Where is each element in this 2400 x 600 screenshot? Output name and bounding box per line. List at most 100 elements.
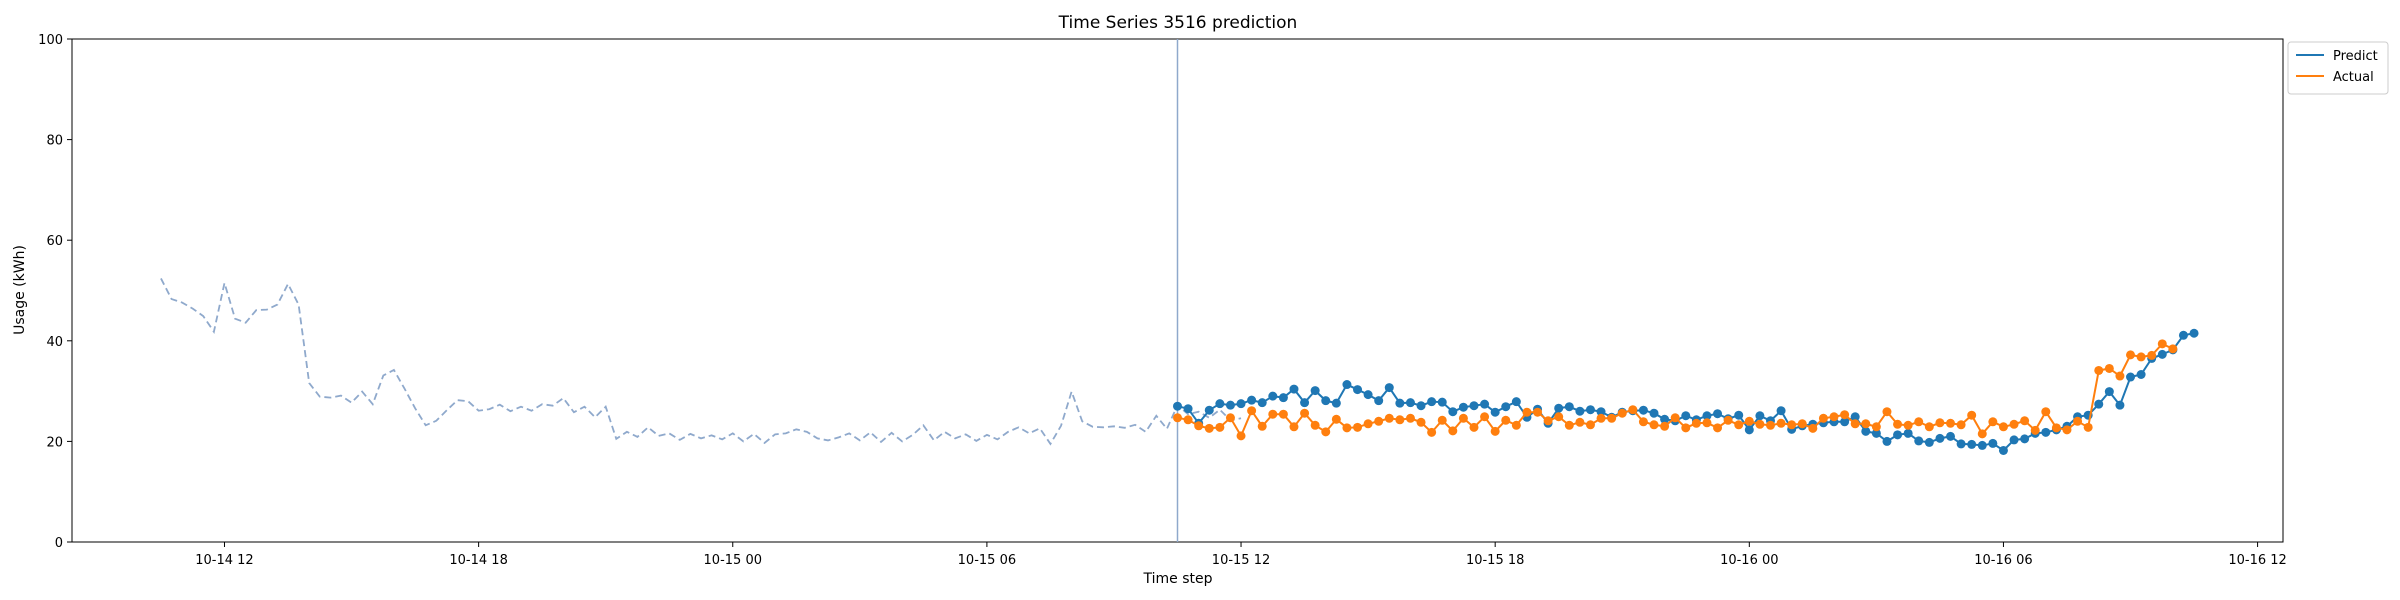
predict-point (2157, 349, 2167, 359)
predict-point (2115, 400, 2125, 410)
predict-point (1331, 398, 1341, 408)
predict-point (2094, 399, 2104, 409)
actual-point (1691, 418, 1701, 428)
predict-point (1204, 405, 1214, 415)
predict-point (1977, 440, 1987, 450)
actual-point (1596, 413, 1606, 423)
actual-point (1882, 407, 1892, 417)
actual-point (2009, 419, 2019, 429)
actual-point (2094, 365, 2104, 375)
actual-point (1490, 426, 1500, 436)
predict-point (1967, 439, 1977, 449)
actual-point (1448, 426, 1458, 436)
actual-point (2030, 425, 2040, 435)
actual-point (2062, 425, 2072, 435)
actual-point (1914, 417, 1924, 427)
predict-point (1173, 401, 1182, 411)
predict-point (1660, 414, 1670, 424)
actual-point (2020, 416, 2030, 426)
predict-point (1310, 386, 1320, 396)
actual-point (1427, 427, 1437, 437)
actual-point (1321, 427, 1331, 437)
predict-point (1215, 399, 1225, 409)
actual-point (1564, 420, 1574, 430)
actual-point (1554, 412, 1564, 422)
actual-point (1194, 421, 1204, 431)
predict-point (1681, 411, 1691, 421)
x-tick-label: 10-14 12 (195, 553, 253, 568)
predict-point (1585, 405, 1595, 415)
actual-point (1310, 420, 1320, 430)
actual-point (1660, 421, 1670, 431)
actual-point (1543, 416, 1553, 426)
x-tick-label: 10-16 06 (1974, 553, 2032, 568)
actual-point (1278, 409, 1288, 419)
actual-point (1734, 420, 1744, 430)
predict-point (1501, 402, 1511, 412)
actual-point (2104, 363, 2114, 373)
actual-point (1268, 409, 1278, 419)
actual-point (1183, 415, 1193, 425)
actual-point (1405, 413, 1415, 423)
predict-point (1363, 390, 1373, 400)
predict-point (2136, 370, 2146, 379)
actual-point (2147, 350, 2157, 360)
actual-point (1458, 413, 1468, 423)
actual-point (1257, 421, 1267, 431)
actual-point (1744, 416, 1754, 426)
actual-point (1437, 415, 1447, 425)
y-axis-label: Usage (kWh) (12, 245, 28, 335)
actual-point (1681, 423, 1691, 433)
actual-point (1818, 413, 1828, 423)
actual-point (1808, 423, 1818, 433)
predict-point (1458, 402, 1468, 412)
actual-point (1967, 410, 1977, 420)
predict-point (1744, 425, 1754, 435)
predict-point (1734, 410, 1744, 420)
predict-point (1427, 397, 1437, 407)
actual-point (1935, 418, 1945, 428)
x-tick-label: 10-16 00 (1720, 553, 1778, 568)
predict-point (1395, 398, 1405, 408)
predict-point (1480, 399, 1490, 409)
predict-point (1268, 391, 1278, 401)
y-tick-label: 60 (46, 234, 63, 249)
legend-label: Predict (2333, 49, 2378, 64)
predict-point (1257, 398, 1267, 408)
y-tick-label: 40 (46, 335, 63, 350)
predict-point (1247, 395, 1257, 405)
legend-label: Actual (2333, 70, 2374, 85)
actual-point (1977, 429, 1987, 439)
actual-point (1342, 423, 1352, 433)
predict-point (1840, 417, 1850, 427)
actual-point (2083, 422, 2093, 432)
predict-point (1490, 407, 1500, 417)
predict-point (1713, 409, 1723, 419)
actual-point (2051, 423, 2061, 433)
actual-point (1946, 418, 1955, 428)
actual-point (2041, 407, 2051, 417)
actual-point (1988, 417, 1998, 427)
actual-point (1797, 419, 1807, 429)
predict-point (1596, 407, 1606, 417)
actual-point (1374, 416, 1384, 426)
predict-point (1935, 433, 1945, 443)
actual-point (1363, 419, 1373, 429)
predict-point (1575, 406, 1585, 416)
actual-point (2157, 339, 2167, 349)
history-line (160, 278, 1242, 446)
actual-point (2126, 350, 2136, 360)
actual-point (1353, 422, 1363, 432)
actual-point (1850, 419, 1860, 429)
y-tick-label: 80 (46, 134, 63, 149)
actual-point (1575, 417, 1585, 427)
predict-point (1850, 412, 1860, 422)
predict-point (1416, 401, 1426, 411)
actual-point (1765, 420, 1775, 430)
predict-point (2041, 427, 2051, 437)
predict-point (1946, 431, 1955, 441)
predict-point (1321, 396, 1331, 406)
actual-point (1617, 408, 1627, 418)
actual-point (1871, 422, 1881, 432)
